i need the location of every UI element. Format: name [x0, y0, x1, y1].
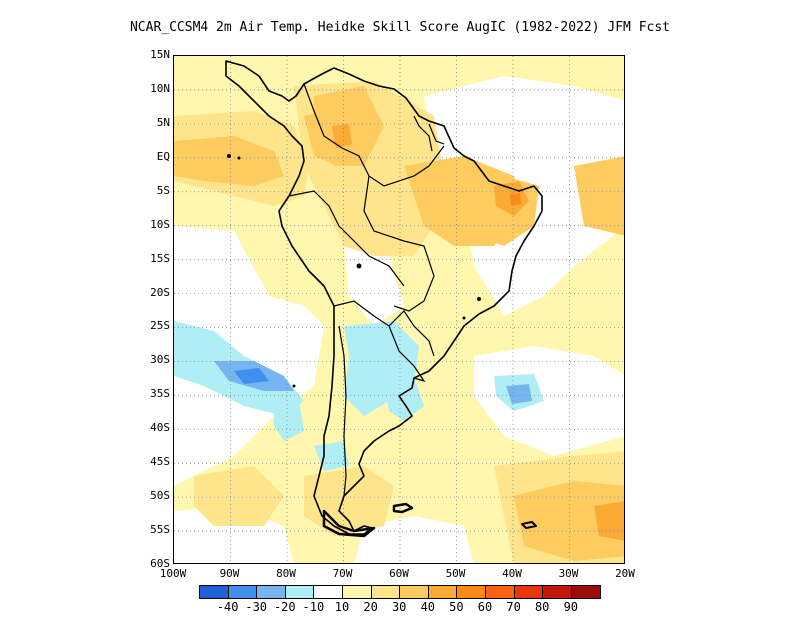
latitude-tick-label: 10N: [150, 81, 170, 95]
shade-white-zone: [474, 346, 624, 456]
longitude-tick-label: 40W: [502, 567, 522, 580]
colorbar-label: 20: [363, 600, 378, 614]
coastline: [225, 60, 543, 538]
border: [388, 325, 426, 383]
colorbar-label: 10: [334, 600, 350, 614]
latitude-tick-label: EQ: [156, 149, 170, 163]
colorbar-label: 90: [563, 600, 579, 614]
shade-orange-patagonia: [304, 466, 394, 536]
colorbar-swatch: [543, 586, 572, 598]
small-features: [227, 154, 481, 388]
shade-orange-north-pacific: [174, 136, 284, 186]
latitude-tick-label: 15N: [150, 48, 170, 61]
latitude-tick-label: 55S: [150, 523, 170, 537]
colorbar-swatch: [200, 586, 229, 598]
longitude-tick-label: 80W: [276, 567, 296, 580]
shade-white-zone: [354, 516, 474, 563]
colorbar-label: 60: [477, 600, 493, 614]
south-america-coast: [225, 60, 543, 535]
shade-orange-andes: [332, 124, 352, 148]
south-georgia: [521, 521, 537, 529]
shade-lightblue-pacific: [274, 401, 304, 441]
island-marker: [227, 154, 231, 158]
longitude-tick-label: 60W: [389, 567, 409, 580]
colorbar-swatch: [485, 586, 515, 598]
border: [363, 175, 435, 312]
chart-title: NCAR_CCSM4 2m Air Temp. Heidke Skill Sco…: [129, 20, 671, 35]
shade-dark-orange-south-atlantic: [594, 501, 624, 541]
colorbar-swatch: [514, 586, 544, 598]
latitude-tick-label: 45S: [150, 455, 170, 469]
country-borders: [288, 83, 445, 497]
colorbar-label: 70: [506, 600, 521, 614]
colorbar-label: 80: [534, 600, 550, 614]
island-marker: [462, 316, 466, 320]
border: [413, 115, 433, 152]
shade-orange-south-atlantic: [514, 481, 624, 561]
colorbar-swatch: [257, 586, 286, 598]
latitude-tick-label: 15S: [150, 251, 170, 265]
island-marker: [292, 384, 296, 388]
shade-orange-south-pacific: [194, 466, 284, 526]
colorbar-label: 30: [391, 600, 407, 614]
longitude-tick-label: 70W: [332, 567, 353, 580]
latitude-tick-label: 40S: [150, 421, 170, 435]
latitude-tick-label: 5S: [156, 183, 170, 197]
grid-lines: [174, 56, 624, 563]
longitude-tick-label: 90W: [219, 567, 240, 580]
shade-lightblue-argentina: [384, 376, 424, 421]
colorbar-swatch: [314, 586, 343, 598]
colorbar-label: -20: [273, 600, 296, 614]
colorbar-label: -10: [302, 600, 325, 614]
shade-blue-atlantic: [506, 384, 532, 404]
colorbar-swatch: [285, 586, 315, 598]
longitude-tick-label: 20W: [615, 567, 635, 580]
border: [288, 190, 405, 287]
latitude-tick-label: 50S: [150, 489, 170, 503]
colorbar: [199, 585, 602, 599]
border: [428, 123, 445, 145]
lake-titicaca: [356, 263, 362, 269]
border: [333, 300, 435, 357]
colorbar-swatch: [371, 586, 401, 598]
longitude-tick-label: 30W: [558, 567, 579, 580]
colorbar-swatch: [228, 586, 258, 598]
colorbar-swatch: [342, 586, 372, 598]
border: [338, 325, 347, 497]
island-marker: [237, 156, 241, 160]
colorbar-label: -30: [245, 600, 268, 614]
shade-orange-andes: [304, 106, 354, 166]
latitude-tick-label: 5N: [156, 115, 170, 129]
colorbar-label: 40: [420, 600, 436, 614]
shade-darkblue-south-pacific: [234, 368, 269, 384]
colorbar-swatch: [571, 586, 601, 598]
colorbar-label: -40: [216, 600, 239, 614]
border: [303, 83, 445, 187]
colorbar-swatch: [457, 586, 486, 598]
shade-white-zone: [174, 226, 324, 486]
colorbar-swatch: [428, 586, 458, 598]
latitude-tick-label: 60S: [150, 557, 170, 570]
colorbar-label: 50: [449, 600, 464, 614]
latitude-tick-label: 30S: [150, 353, 170, 367]
longitude-tick-label: 100W: [159, 567, 187, 580]
map-panel: [173, 55, 625, 564]
colorbar-swatch: [400, 586, 429, 598]
latitude-tick-label: 35S: [150, 387, 170, 401]
map-canvas: [174, 56, 624, 563]
longitude-tick-label: 50W: [445, 567, 466, 580]
falkland-islands: [392, 502, 414, 514]
latitude-tick-label: 25S: [150, 319, 170, 333]
latitude-tick-label: 10S: [150, 217, 170, 231]
shade-orange-peak: [510, 193, 521, 206]
shade-orange-atlantic: [574, 156, 624, 236]
tierra-del-fuego: [322, 509, 376, 538]
island-marker: [477, 297, 481, 301]
latitude-tick-label: 20S: [150, 285, 170, 299]
